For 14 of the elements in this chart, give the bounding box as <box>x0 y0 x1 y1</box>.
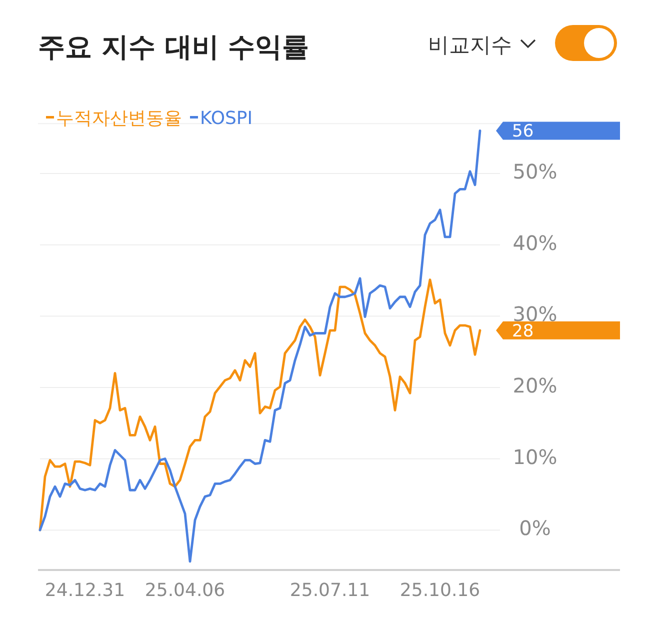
y-tick-label: 50% <box>512 160 558 184</box>
legend-label: KOSPI <box>200 108 253 129</box>
x-tick-label: 24.12.31 <box>44 580 126 601</box>
x-tick-label: 25.07.11 <box>290 580 370 601</box>
data-label: 56 <box>512 122 534 142</box>
chart-title: 주요 지수 대비 수익률 <box>38 32 310 63</box>
legend-label: 누적자산변동율 <box>56 108 182 129</box>
text: 비교지수 <box>428 33 512 57</box>
y-tick-label: 0% <box>519 516 551 540</box>
x-tick-label: 25.10.16 <box>400 580 480 601</box>
y-tick-label: 20% <box>512 373 558 398</box>
x-tick-label: 25.04.06 <box>144 580 226 601</box>
y-tick-label: 10% <box>512 444 558 469</box>
y-tick-label: 40% <box>512 230 558 255</box>
